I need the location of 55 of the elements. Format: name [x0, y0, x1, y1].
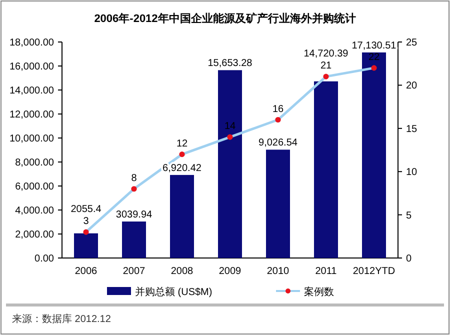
x-tick-label: 2009	[218, 266, 242, 277]
x-tick-label: 2007	[122, 266, 146, 277]
data-label: 15,653.28	[208, 58, 253, 70]
x-tick-label: 2006	[74, 266, 98, 277]
y-tick-label: 12,000.00	[10, 110, 54, 120]
data-label: 9,026.54	[258, 138, 298, 149]
bar	[314, 81, 338, 258]
bar	[170, 174, 194, 258]
chart-title: 2006年-2012年中国企业能源及矿产行业海外并购统计	[94, 12, 356, 25]
y-tick-label: 0.00	[34, 254, 54, 264]
point	[323, 74, 329, 80]
bar	[362, 52, 386, 258]
point	[179, 152, 185, 158]
x-tick-label: 2010	[266, 266, 290, 277]
source-note: 来源：数据库 2012.12	[12, 313, 112, 325]
point	[227, 134, 233, 140]
y-tick-label: 10,000.00	[10, 134, 54, 144]
y2-tick-label: 25	[406, 38, 418, 48]
point	[275, 116, 281, 123]
x-tick-label: 2012YTD	[352, 266, 396, 277]
y-tick-label: 16,000.00	[10, 62, 54, 72]
y2-tick-label: 0	[406, 254, 412, 264]
data-label: 12	[176, 138, 188, 150]
point	[83, 229, 89, 235]
y2-tick-label: 20	[406, 80, 418, 92]
data-label: 8	[131, 172, 138, 184]
data-label: 3	[83, 216, 90, 228]
legend-label: 案例数	[304, 286, 334, 298]
bar	[266, 150, 290, 258]
data-label: 3039.94	[116, 210, 153, 221]
y2-tick-label: 10	[406, 167, 418, 178]
y2-tick-label: 15	[406, 124, 418, 135]
point	[371, 65, 377, 71]
data-label: 16	[272, 104, 284, 115]
y-tick-label: 2,000.00	[15, 230, 54, 240]
legend-label: 并购总额 (US$M)	[135, 286, 212, 298]
bar	[218, 70, 242, 258]
y-tick-label: 6,000.00	[15, 182, 54, 192]
y-tick-label: 4,000.00	[15, 206, 54, 216]
y-tick-label: 14,000.00	[10, 86, 54, 96]
data-label: 22	[368, 52, 380, 63]
data-label: 6,920.42	[162, 162, 202, 174]
data-label: 14	[224, 121, 236, 132]
bar	[74, 233, 98, 258]
y-tick-label: 8,000.00	[15, 158, 54, 168]
data-label: 2055.4	[70, 204, 102, 216]
x-tick-label: 2008	[170, 266, 194, 277]
data-label: 21	[320, 60, 332, 72]
point	[131, 186, 137, 192]
y-tick-label: 18,000.00	[10, 38, 54, 48]
bar	[122, 222, 146, 258]
y2-tick-label: 5	[406, 210, 412, 222]
data-label: 17,130.51	[352, 40, 397, 52]
data-label: 14,720.39	[304, 48, 349, 60]
x-tick-label: 2011	[315, 266, 338, 277]
